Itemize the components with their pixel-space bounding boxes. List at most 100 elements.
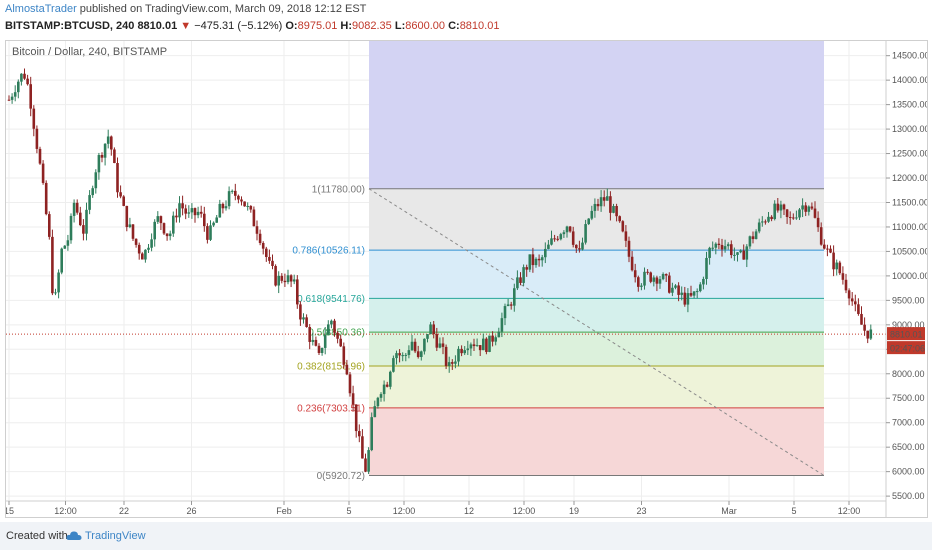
candle-body: [97, 155, 101, 173]
candle-body: [540, 257, 544, 261]
candle-body: [472, 344, 476, 347]
candle-body: [779, 204, 783, 211]
candle-body: [32, 108, 36, 129]
candle-body: [810, 206, 814, 209]
fib-level-label: 0(5920.72): [317, 471, 365, 482]
candle-body: [609, 196, 612, 213]
candle-body: [838, 262, 842, 274]
candle-body: [234, 190, 237, 196]
candle-body: [413, 341, 417, 352]
candle-body: [506, 304, 510, 307]
price-axis-label: 12000.00: [892, 173, 927, 183]
time-axis-label: 12:00: [393, 506, 416, 516]
candle-body: [531, 254, 535, 266]
price-chart[interactable]: 1(11780.00) 0.786(10526.11) 0.618(9541.76)…: [6, 41, 927, 517]
candle-body: [544, 248, 547, 258]
price-axis-label: 6000.00: [892, 467, 925, 477]
open-value: 8975.01: [297, 20, 338, 32]
candle-body: [767, 216, 770, 222]
time-axis-label: 12:00: [838, 506, 861, 516]
candle-body: [13, 92, 17, 97]
publish-line: AlmostaTrader published on TradingView.c…: [5, 3, 366, 15]
price-change: −475.31 (−5.12%): [194, 20, 283, 32]
time-axis-label: 26: [186, 506, 196, 516]
candle-body: [571, 231, 575, 245]
candle-body: [283, 280, 287, 283]
candle-body: [203, 213, 206, 227]
candle-body: [723, 246, 727, 250]
candle-body: [38, 148, 42, 164]
candle-body: [63, 245, 67, 249]
chart-panel[interactable]: 1(11780.00) 0.786(10526.11) 0.618(9541.76)…: [5, 40, 928, 518]
close-value: 8810.01: [459, 20, 500, 32]
candle-body: [816, 217, 820, 228]
candle-body: [596, 203, 600, 207]
candle-body: [227, 191, 231, 207]
cloud-icon: [66, 531, 82, 540]
candle-body: [819, 227, 823, 245]
candle-body: [568, 226, 572, 232]
candle-body: [754, 231, 758, 240]
candle-body: [271, 260, 274, 266]
candle-body: [534, 258, 538, 266]
candle-body: [497, 331, 501, 338]
tradingview-logo[interactable]: TradingView: [66, 530, 146, 542]
candle-body: [745, 246, 749, 260]
candle-body: [100, 155, 104, 158]
published-text: published on TradingView.com, March 09, …: [79, 3, 367, 15]
candle-body: [327, 324, 330, 335]
fib-level-label: 0.786(10526.11): [292, 246, 365, 257]
candle-body: [844, 279, 848, 291]
candle-body: [451, 362, 454, 364]
candle-body: [739, 250, 742, 253]
candle-body: [764, 221, 767, 223]
candle-body: [106, 136, 110, 144]
candle-body: [215, 217, 218, 223]
candle-body: [85, 209, 88, 234]
candle-body: [172, 215, 175, 234]
candle-body: [866, 330, 869, 339]
candle-body: [218, 203, 222, 218]
candle-body: [128, 224, 132, 228]
candle-body: [351, 393, 355, 405]
candle-body: [153, 221, 156, 240]
candle-body: [652, 277, 656, 282]
author-link[interactable]: AlmostaTrader: [5, 3, 77, 15]
candle-body: [88, 195, 91, 210]
candle-body: [664, 274, 668, 276]
candle-body: [175, 215, 178, 218]
candle-body: [860, 313, 863, 325]
candle-body: [206, 226, 209, 240]
candle-body: [444, 346, 448, 367]
candle-body: [726, 244, 730, 247]
candle-body: [454, 361, 457, 364]
candle-body: [392, 358, 395, 372]
symbol-label[interactable]: BITSTAMP:BTCUSD, 240: [5, 20, 135, 32]
candle-body: [850, 298, 854, 302]
candle-body: [441, 343, 445, 347]
candle-body: [792, 217, 795, 219]
candle-body: [553, 238, 556, 240]
candle-body: [249, 205, 253, 210]
candle-body: [113, 149, 116, 164]
low-label: L:: [394, 20, 406, 32]
price-axis-label: 10500.00: [892, 246, 927, 256]
candle-body: [243, 201, 246, 207]
candle-body: [733, 254, 736, 256]
candle-body: [289, 275, 293, 282]
candle-body: [373, 406, 377, 418]
candle-body: [736, 252, 739, 255]
fib-band: [369, 41, 824, 189]
candle-body: [339, 338, 342, 347]
candle-body: [466, 348, 470, 351]
candle-body: [134, 238, 138, 245]
candle-body: [537, 258, 541, 261]
candle-body: [801, 205, 804, 210]
last-price: 8810.01: [137, 20, 178, 32]
candle-body: [252, 209, 256, 227]
price-axis-label: 13500.00: [892, 100, 927, 110]
fib-band: [369, 365, 824, 408]
candle-body: [841, 273, 845, 280]
candle-body: [277, 275, 280, 286]
candle-body: [705, 257, 708, 279]
